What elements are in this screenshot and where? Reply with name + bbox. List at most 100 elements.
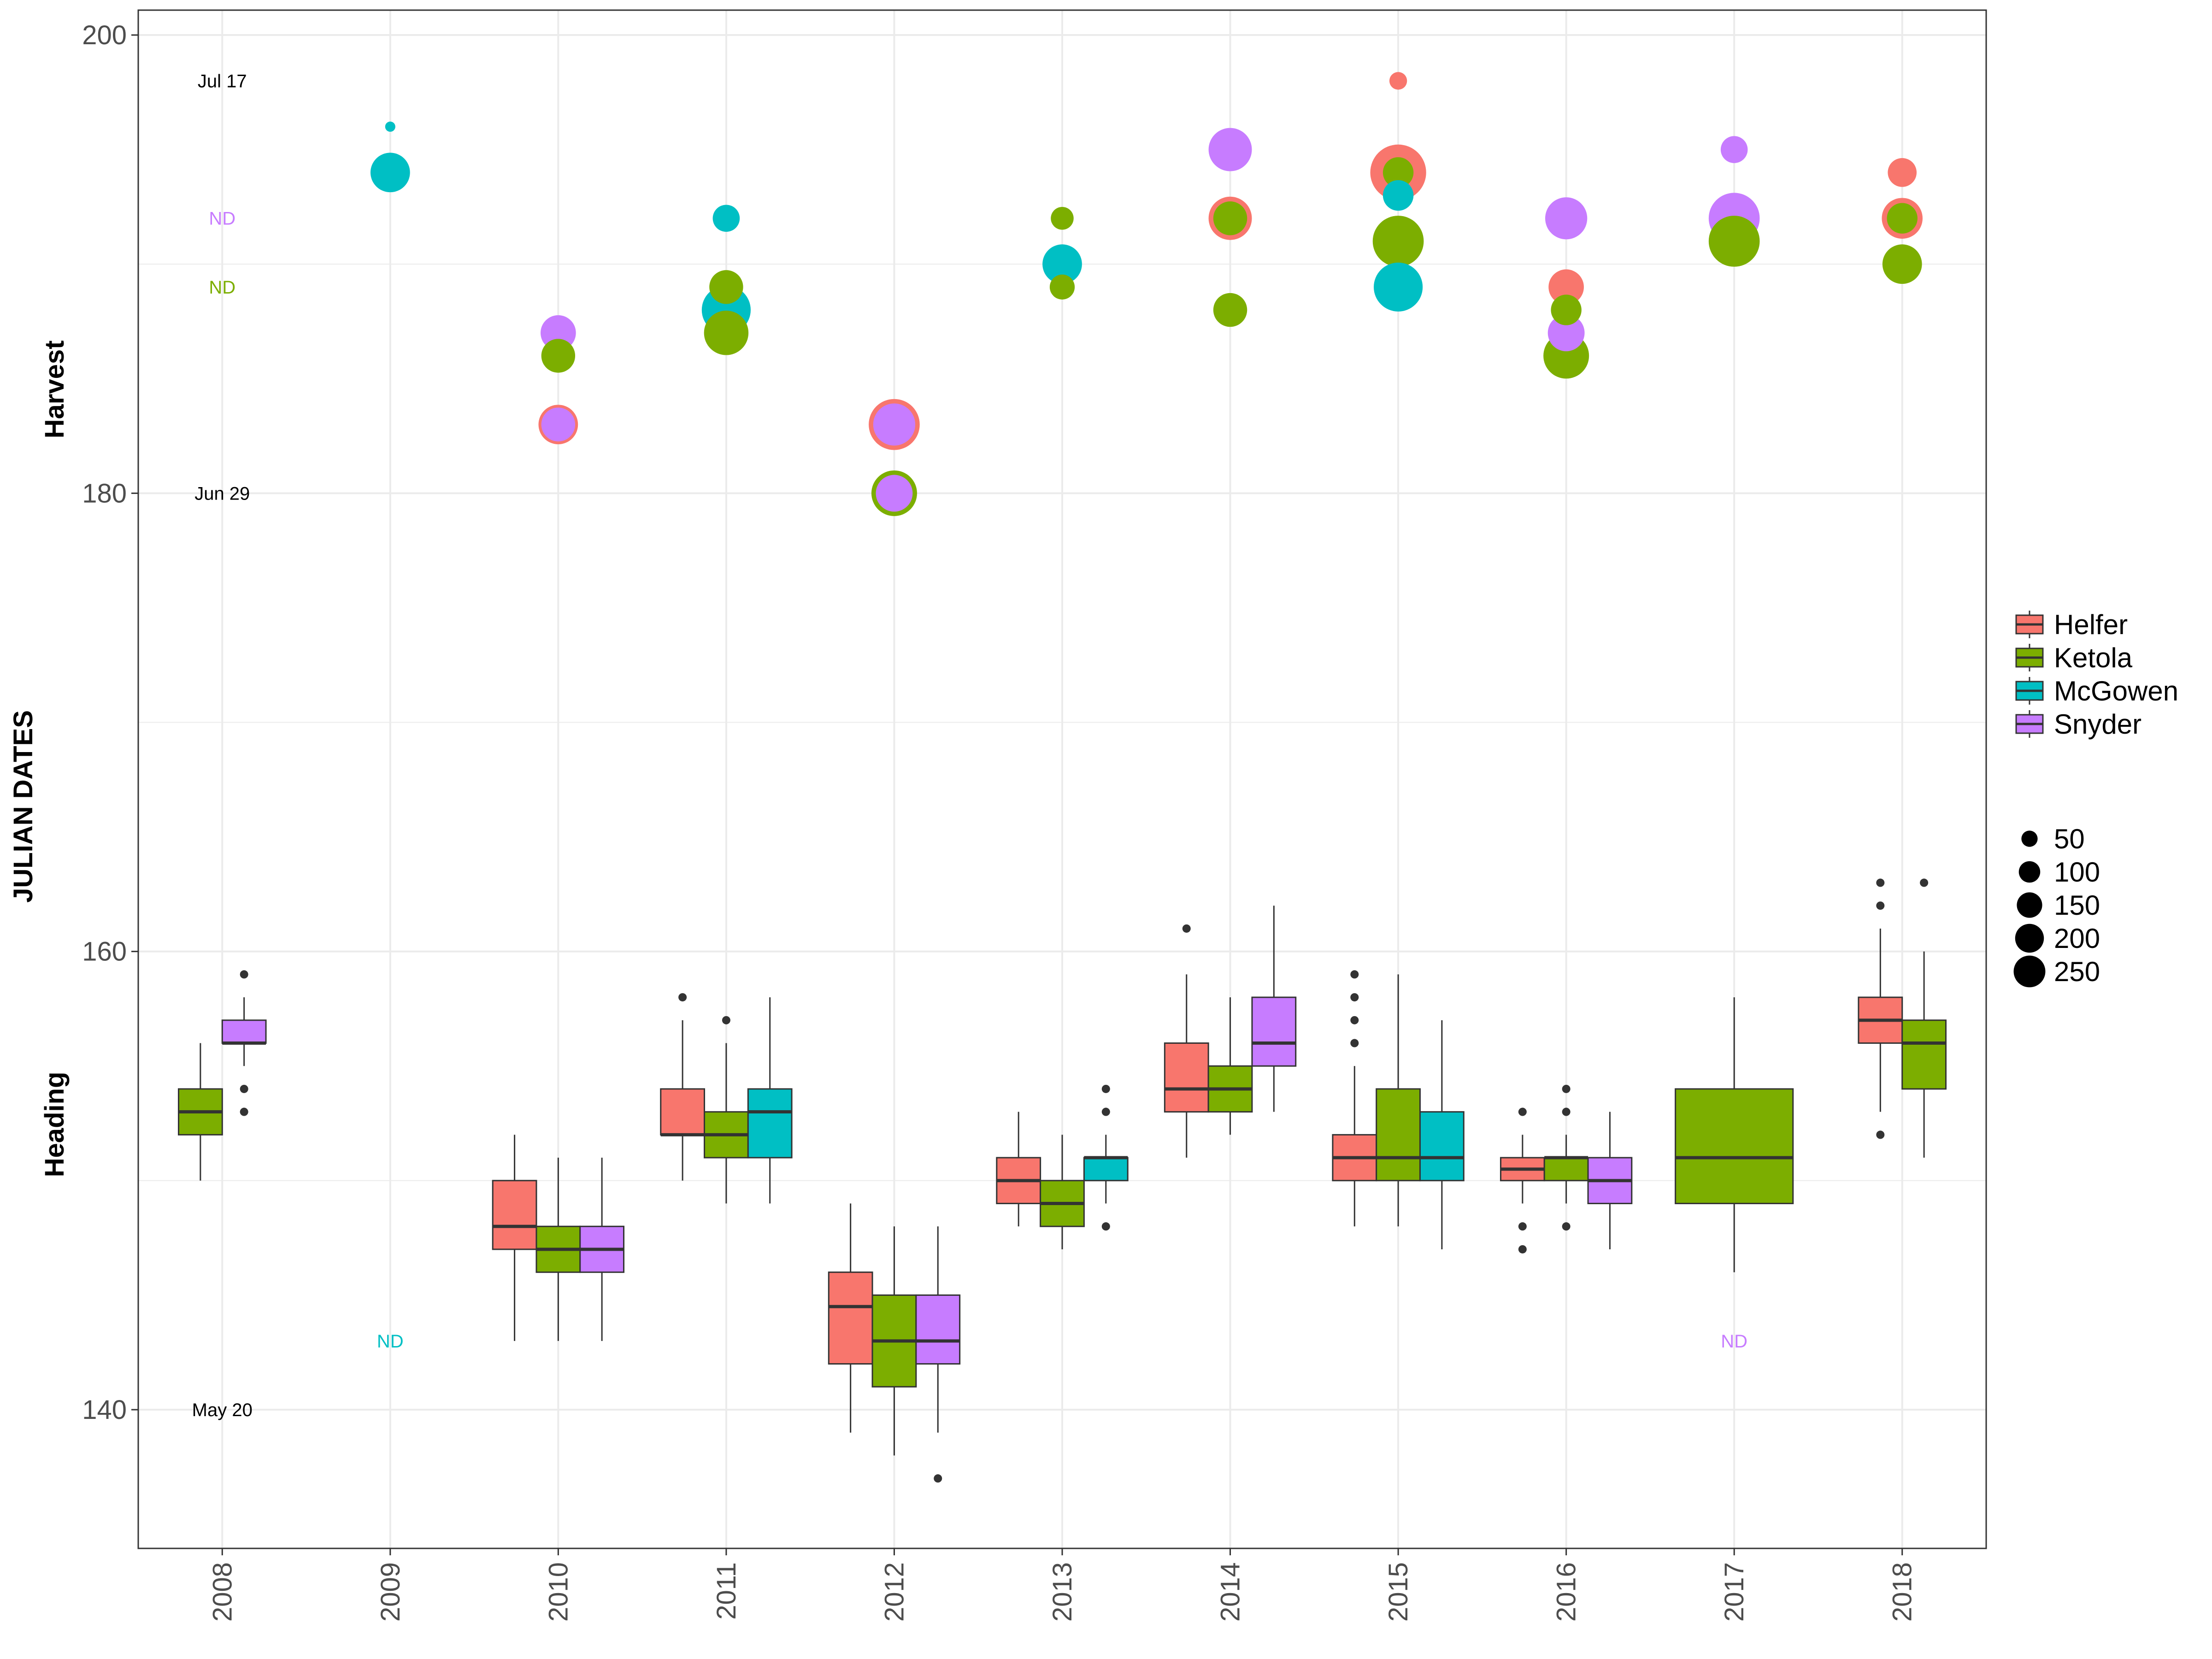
outlier-point xyxy=(722,1016,730,1024)
harvest-point-mcgowen-2015 xyxy=(1374,262,1423,312)
nd-annotation-snyder: ND xyxy=(209,209,235,229)
boxplot-helfer-2014 xyxy=(1164,924,1209,1158)
harvest-point-ketola-2011 xyxy=(709,270,743,304)
legend-label: Helfer xyxy=(2054,609,2128,640)
box-iqr xyxy=(747,1088,793,1159)
x-tick-label: 2009 xyxy=(376,1562,406,1622)
x-tick-label: 2008 xyxy=(207,1562,237,1622)
harvest-point-ketola-2013 xyxy=(1049,274,1075,300)
outlier-point xyxy=(1518,1107,1527,1116)
harvest-point-snyder-2014 xyxy=(1208,128,1252,171)
boxplot-ketola-2013 xyxy=(1040,1135,1085,1249)
size-legend-item: 200 xyxy=(2015,923,2100,954)
boxplot-helfer-2018 xyxy=(1858,878,1903,1139)
outlier-point xyxy=(1876,878,1885,887)
outlier-point xyxy=(1350,993,1359,1002)
harvest-point-mcgowen-2013 xyxy=(1042,244,1082,284)
outlier-point xyxy=(1876,901,1885,910)
size-legend-item: 100 xyxy=(2018,857,2100,888)
y-tick-label: 160 xyxy=(82,937,127,967)
outlier-point xyxy=(1920,878,1929,887)
outlier-point xyxy=(1518,1245,1527,1253)
legend-item-mcgowen: McGowen xyxy=(2015,676,2178,706)
harvest-point-ketola-2011 xyxy=(704,311,749,355)
harvest-point-ketola-2010 xyxy=(541,339,576,373)
y-tick-label: 140 xyxy=(82,1395,127,1425)
y-tick-label: 200 xyxy=(82,20,127,50)
nd-annotation-mcgowen: ND xyxy=(377,1331,404,1352)
outlier-point xyxy=(240,1084,248,1093)
outlier-point xyxy=(240,1107,248,1116)
harvest-point-snyder-2016 xyxy=(1547,314,1585,352)
outlier-point xyxy=(1562,1107,1571,1116)
size-legend-item: 250 xyxy=(2013,955,2100,988)
outlier-point xyxy=(1101,1222,1110,1231)
harvest-point-ketola-2016 xyxy=(1551,294,1582,325)
x-tick-label: 2012 xyxy=(879,1562,909,1622)
size-legend-dot xyxy=(2015,924,2044,953)
outlier-point xyxy=(1350,970,1359,979)
box-iqr xyxy=(915,1294,961,1365)
date-annotation: May 20 xyxy=(192,1400,253,1420)
size-legend-label: 150 xyxy=(2054,890,2100,921)
size-legend-label: 200 xyxy=(2054,923,2100,954)
legend-item-helfer: Helfer xyxy=(2015,609,2128,640)
y-axis-ticks: 140 160 180 200 xyxy=(82,20,138,1425)
harvest-point-ketola-2018 xyxy=(1887,203,1918,234)
boxplot-snyder-2008 xyxy=(221,970,267,1116)
harvest-point-ketola-2017 xyxy=(1708,216,1760,267)
harvest-point-ketola-2014 xyxy=(1213,201,1247,235)
x-tick-label: 2018 xyxy=(1888,1562,1918,1622)
boxplot-snyder-2010 xyxy=(579,1158,625,1341)
x-tick-label: 2010 xyxy=(543,1562,573,1622)
x-axis-ticks: 2008 2009 2010 2011 2012 2013 2014 2015 2016 2017… xyxy=(207,1548,1918,1622)
box-iqr xyxy=(1376,1088,1421,1182)
harvest-point-ketola-2015 xyxy=(1382,157,1414,188)
boxplot-helfer-2013 xyxy=(996,1112,1041,1227)
box-iqr xyxy=(1419,1111,1465,1182)
legend-label: McGowen xyxy=(2054,676,2178,706)
box-iqr xyxy=(1251,996,1297,1067)
boxplot-ketola-2012 xyxy=(871,1226,917,1456)
size-legend-label: 100 xyxy=(2054,857,2100,888)
harvest-point-ketola-2018 xyxy=(1882,244,1922,284)
harvest-point-ketola-2014 xyxy=(1213,293,1247,327)
boxplot-ketola-2010 xyxy=(535,1158,581,1341)
harvest-point-mcgowen-2011 xyxy=(712,205,740,232)
legend-item-ketola: Ketola xyxy=(2015,642,2133,673)
box-iqr xyxy=(1543,1157,1589,1182)
harvest-point-mcgowen-2009 xyxy=(370,153,410,193)
y-axis-title: JULIAN DATES xyxy=(8,710,38,903)
harvest-point-helfer-2015 xyxy=(1389,72,1407,90)
harvest-point-snyder-2012 xyxy=(873,403,916,446)
heading-boxplots xyxy=(177,878,1947,1483)
boxplot-ketola-2008 xyxy=(177,1043,223,1181)
box-iqr xyxy=(828,1271,873,1365)
harvest-bubbles xyxy=(370,72,1923,516)
x-tick-label: 2016 xyxy=(1552,1562,1582,1622)
outlier-point xyxy=(1182,924,1191,933)
box-iqr xyxy=(660,1088,706,1135)
harvest-section-label: Harvest xyxy=(40,341,70,439)
size-legend-label: 50 xyxy=(2054,824,2085,854)
boxplot-ketola-2017 xyxy=(1675,997,1794,1272)
box-iqr xyxy=(1164,1042,1209,1113)
x-tick-label: 2015 xyxy=(1383,1562,1413,1622)
harvest-point-ketola-2015 xyxy=(1372,216,1424,267)
x-tick-label: 2013 xyxy=(1047,1562,1077,1622)
y-tick-label: 180 xyxy=(82,478,127,508)
heading-section-label: Heading xyxy=(40,1072,70,1177)
boxplot-mcgowen-2013 xyxy=(1083,1084,1129,1231)
harvest-point-snyder-2012 xyxy=(876,475,913,512)
date-annotation: Jun 29 xyxy=(194,483,250,504)
box-iqr xyxy=(492,1180,537,1250)
boxplot-mcgowen-2015 xyxy=(1419,1020,1465,1249)
boxplot-mcgowen-2011 xyxy=(747,997,793,1204)
legend-item-snyder: Snyder xyxy=(2015,709,2141,740)
boxplot-ketola-2018 xyxy=(1901,878,1947,1158)
outlier-point xyxy=(1518,1222,1527,1231)
size-legend-dot xyxy=(2018,861,2041,883)
